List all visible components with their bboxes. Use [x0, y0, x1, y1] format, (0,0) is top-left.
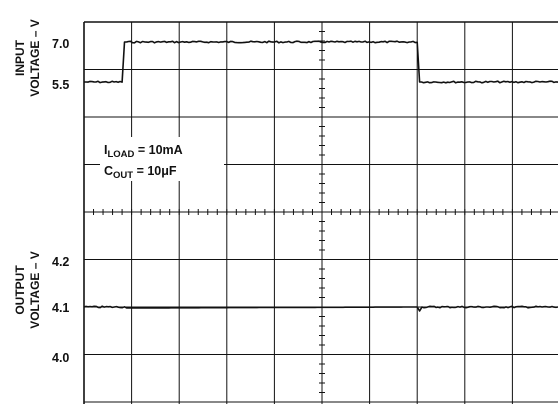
annotation-iload-sub: LOAD: [107, 149, 134, 160]
bottom-ylabel-line1: OUTPUT: [13, 265, 27, 315]
annotation-cout-sub: OUT: [113, 170, 133, 181]
output-voltage-trace: [83, 305, 558, 312]
annotation-cout: COUT = 10μF: [104, 164, 177, 181]
bottom-ylabel-line2: VOLTAGE – V: [28, 251, 42, 329]
bottom-ytick-label-1: 4.1: [52, 301, 69, 315]
annotation-iload-rest: = 10mA: [134, 143, 182, 157]
bottom-ytick-label-0: 4.2: [52, 255, 69, 269]
grid-layer: [83, 21, 558, 404]
top-ytick-label-0: 7.0: [52, 37, 69, 51]
condition-label-background: [100, 137, 224, 181]
top-ylabel-line1: INPUT: [13, 39, 27, 76]
top-ylabel-line2: VOLTAGE – V: [28, 19, 42, 97]
top-ytick-label-1: 5.5: [52, 78, 69, 92]
annotation-cout-rest: = 10μF: [133, 164, 177, 178]
input-voltage-trace: [84, 40, 558, 84]
annotation-iload-main: I: [104, 143, 107, 157]
bottom-ytick-label-2: 4.0: [52, 351, 69, 365]
annotation-cout-main: C: [104, 164, 113, 178]
annotation-iload: ILOAD = 10mA: [104, 143, 183, 160]
trace-layer: [83, 40, 558, 312]
